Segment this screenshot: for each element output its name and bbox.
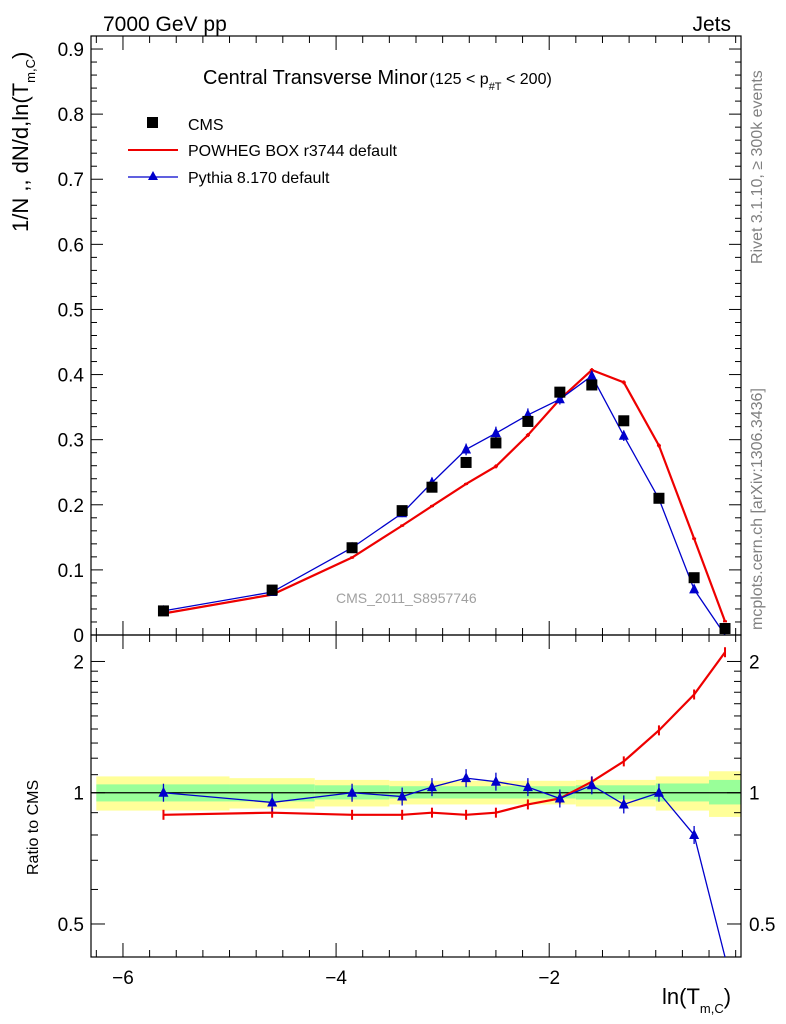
pythia-marker xyxy=(689,583,700,594)
main-yticklabel: 0.7 xyxy=(58,170,84,191)
main-yticklabel: 0.4 xyxy=(58,366,85,387)
header-right: Jets xyxy=(692,13,731,36)
powheg-line xyxy=(163,368,727,622)
cms-point xyxy=(426,481,438,493)
legend-label-powheg: POWHEG BOX r3744 default xyxy=(188,143,398,160)
cms-point xyxy=(490,437,502,449)
legend-marker-pythia xyxy=(148,171,158,180)
legend: CMS POWHEG BOX r3744 default Pythia 8.17… xyxy=(128,117,398,187)
main-panel: 0 0.1 0.2 0.3 0.4 0.5 0.6 0.7 0.8 0.9 xyxy=(58,35,742,647)
ratio-yticklabel: 1 xyxy=(73,784,84,805)
legend-label-pythia: Pythia 8.170 default xyxy=(188,170,330,187)
watermark: CMS_2011_S8957746 xyxy=(336,590,477,606)
ratio-pythia-marker xyxy=(554,792,565,803)
pythia-line xyxy=(163,374,726,636)
ratio-pythia-line xyxy=(163,777,726,958)
ratio-pythia-marker xyxy=(522,781,533,792)
cms-point xyxy=(653,492,665,504)
pythia-marker xyxy=(618,429,629,440)
ratio-xticklabel: −2 xyxy=(538,968,560,989)
ratio-pythia-marker xyxy=(347,786,358,797)
ratio-pythia-marker xyxy=(267,796,278,807)
ratio-panel: −6 −4 −2 0.5 0.5 1 1 2 2 xyxy=(58,634,775,989)
plot-title: Central Transverse Minor (125 < p#T < 200… xyxy=(203,67,552,93)
main-yticklabel: 0.9 xyxy=(58,40,84,61)
ratio-ylabel: Ratio to CMS xyxy=(25,780,42,875)
ratio-pythia-marker xyxy=(397,790,408,801)
cms-point xyxy=(554,386,566,398)
ratio-powheg-line xyxy=(163,651,726,816)
cms-point xyxy=(618,415,630,427)
legend-label-cms: CMS xyxy=(188,117,224,134)
ratio-pythia-marker xyxy=(461,772,472,783)
ratio-pythia-marker xyxy=(689,828,700,839)
main-yticklabel: 0.3 xyxy=(58,431,84,452)
cms-point xyxy=(460,456,472,468)
ratio-pythia-marker xyxy=(426,781,437,792)
cms-point xyxy=(586,379,598,391)
header-left: 7000 GeV pp xyxy=(103,13,227,36)
main-ylabel: 1/N ,, dN/d,ln(Tm,C) xyxy=(8,52,38,232)
rivet-label: Rivet 3.1.10, ≥ 300k events xyxy=(749,70,766,264)
cms-point xyxy=(688,572,700,584)
ratio-xticklabel: −6 xyxy=(112,968,134,989)
pythia-marker xyxy=(586,369,597,380)
pythia-marker xyxy=(461,443,472,454)
ratio-yticklabel: 0.5 xyxy=(58,915,84,936)
ratio-pythia-marker xyxy=(490,775,501,786)
xlabel: ln(Tm,C) xyxy=(662,984,731,1016)
ratio-yticklabel-right: 2 xyxy=(749,652,760,673)
ratio-yticklabel: 2 xyxy=(73,652,84,673)
legend-marker-cms xyxy=(147,117,158,128)
main-yticklabel: 0 xyxy=(73,626,84,647)
main-yticklabel: 0.2 xyxy=(58,496,84,517)
ratio-pythia-marker xyxy=(158,786,169,797)
main-yticklabel: 0.1 xyxy=(58,561,84,582)
pythia-marker xyxy=(554,393,565,404)
main-yticklabel: 0.6 xyxy=(58,235,84,256)
ratio-pythia-marker xyxy=(618,798,629,809)
pythia-marker xyxy=(490,427,501,438)
cms-point xyxy=(522,415,534,427)
ratio-yticklabel-right: 1 xyxy=(749,784,760,805)
main-yticklabel: 0.8 xyxy=(58,105,84,126)
ratio-yticklabel-right: 0.5 xyxy=(749,915,775,936)
ratio-pythia-marker xyxy=(653,786,664,797)
main-yticklabel: 0.5 xyxy=(58,300,84,321)
cms-point xyxy=(396,505,408,517)
mcplots-label: mcplots.cern.ch [arXiv:1306.3436] xyxy=(749,388,766,630)
cms-point xyxy=(346,542,358,554)
ratio-pythia-marker xyxy=(586,779,597,790)
ratio-xticklabel: −4 xyxy=(325,968,347,989)
cms-point xyxy=(266,584,278,596)
cms-point xyxy=(157,605,169,617)
cms-point xyxy=(719,622,731,634)
